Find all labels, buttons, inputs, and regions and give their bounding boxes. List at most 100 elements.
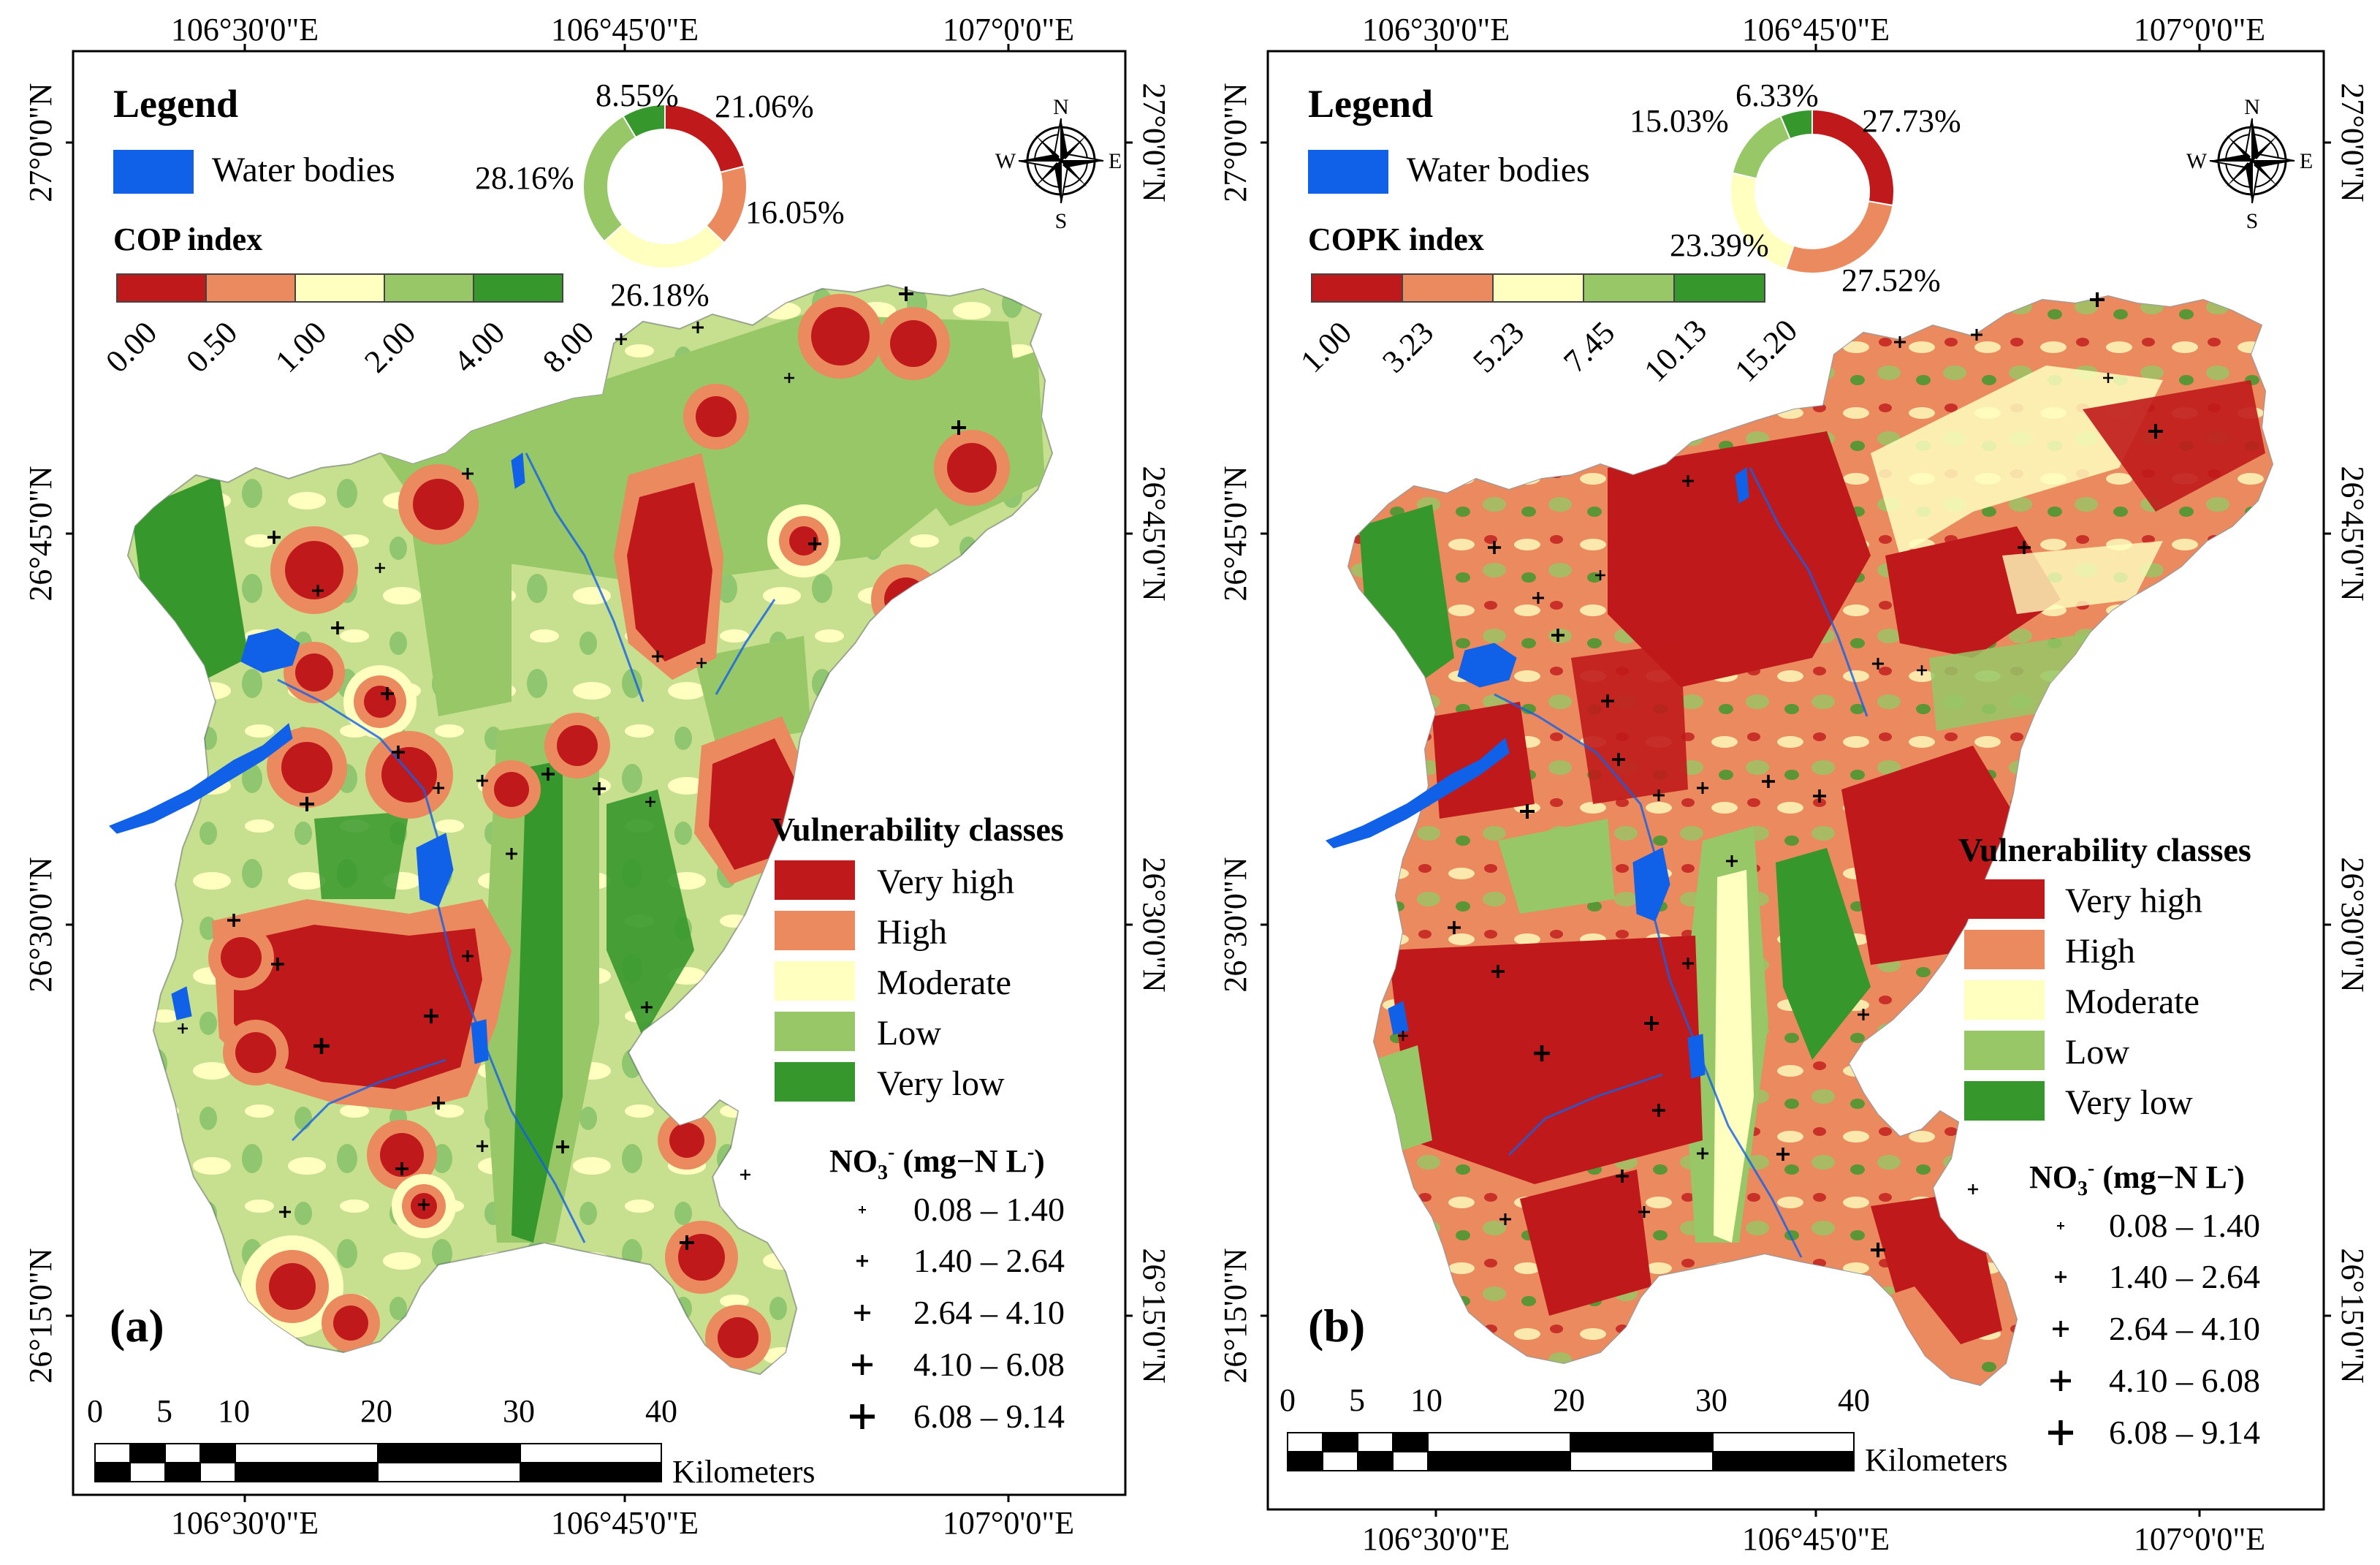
scale-label: 40 [645, 1393, 677, 1429]
lon-label-bottom: 106°30'0"E [171, 1505, 319, 1541]
coordinate-labels: 106°30'0"E 106°45'0"E 107°0'0"E 106°30'0… [23, 12, 1172, 1541]
vulnerability-legend: Vulnerability classes Very high High Mod… [1958, 831, 2251, 1122]
classes-title: Vulnerability classes [771, 811, 1064, 848]
colorbar-very-high [116, 273, 207, 303]
scale-label: 10 [218, 1393, 250, 1429]
scale-label: 0 [87, 1393, 103, 1429]
lat-label-right: 27°0'0"N [2335, 83, 2371, 202]
scale-label: 5 [156, 1393, 172, 1429]
class-label: High [877, 913, 947, 952]
class-label: High [2065, 932, 2135, 971]
donut-label-high: 16.05% [745, 194, 845, 230]
colorbar-high [1402, 273, 1494, 303]
lat-label-left: 26°15'0"N [23, 1248, 58, 1383]
donut-slice-very-low [1779, 108, 1813, 140]
lon-label-bottom: 106°30'0"E [1362, 1521, 1510, 1557]
scale-bar: 0 5 10 20 30 40 Kilometers [87, 1393, 815, 1490]
no3-title: NO3- (mg−N L-) [829, 1141, 1045, 1184]
compass-e: E [1109, 149, 1122, 173]
scale-label: 20 [1553, 1382, 1585, 1418]
class-swatch-moderate [1964, 980, 2045, 1020]
water-swatch [113, 150, 194, 194]
colorbar-very-low [1673, 273, 1765, 303]
lat-label-right: 26°45'0"N [2335, 466, 2371, 601]
no3-legend: NO3- (mg−N L-) 0.08 – 1.40 1.40 – 2.64 2… [2029, 1157, 2260, 1451]
lon-label-top: 106°45'0"E [551, 12, 699, 48]
no3-title: NO3- (mg−N L-) [2029, 1157, 2245, 1200]
class-swatch-high [1964, 930, 2045, 969]
vulnerability-legend: Vulnerability classes Very high High Mod… [771, 811, 1064, 1103]
lon-label-top: 106°45'0"E [1742, 12, 1890, 48]
frame-ticks [66, 44, 1133, 1502]
scale-label: 30 [503, 1393, 535, 1429]
class-swatch-low [775, 1012, 855, 1051]
class-label: Moderate [877, 963, 1011, 1002]
water-bodies [1326, 467, 1749, 1079]
class-swatch-low [1964, 1031, 2045, 1070]
water-swatch [1308, 150, 1388, 194]
donut-label-moderate: 23.39% [1670, 227, 1769, 263]
scale-label: 0 [1280, 1382, 1296, 1418]
donut-label-very-low: 8.55% [596, 77, 679, 113]
no3-range: 6.08 – 9.14 [2109, 1414, 2260, 1451]
lat-label-right: 26°30'0"N [1136, 857, 1172, 992]
scale-unit: Kilometers [1865, 1442, 2008, 1478]
no3-range: 2.64 – 4.10 [913, 1294, 1065, 1331]
lon-label-top: 106°30'0"E [171, 12, 319, 48]
scale-bar: 0 5 10 20 30 40 Kilometers [1280, 1382, 2008, 1478]
lon-label-bottom: 107°0'0"E [943, 1505, 1074, 1541]
colorbar-high [205, 273, 296, 303]
lon-label-bottom: 106°45'0"E [1742, 1521, 1890, 1557]
lat-label-right: 26°30'0"N [2335, 857, 2371, 992]
donut-slice-very-low [622, 103, 666, 139]
colorbar-low [384, 273, 474, 303]
no3-range: 0.08 – 1.40 [2109, 1207, 2260, 1244]
class-label: Very low [877, 1064, 1005, 1103]
lat-label-left: 26°15'0"N [1217, 1248, 1253, 1383]
no3-range: 6.08 – 9.14 [913, 1398, 1065, 1435]
donut-labels: 21.06% 16.05% 26.18% 28.16% 8.55% [475, 77, 845, 313]
sample-points [178, 287, 966, 1250]
class-label: Very low [2065, 1083, 2193, 1122]
no3-range: 4.10 – 6.08 [913, 1346, 1065, 1383]
compass-w: W [2186, 149, 2208, 173]
north-arrow-icon: N S E W [995, 95, 1122, 233]
compass-s: S [2246, 209, 2259, 233]
legend-title: Legend [1308, 82, 1433, 126]
class-swatch-very-high [1964, 879, 2045, 919]
class-label: Very high [877, 863, 1014, 901]
water-bodies [109, 452, 525, 1064]
lat-label-left: 26°30'0"N [1217, 857, 1253, 992]
scale-label: 30 [1695, 1382, 1727, 1418]
lon-label-bottom: 106°45'0"E [551, 1505, 699, 1541]
colorbar-very-low [473, 273, 563, 303]
map-body [109, 284, 1054, 1376]
compass-e: E [2300, 149, 2313, 173]
donut-label-low: 28.16% [475, 160, 574, 196]
scale-label: 20 [360, 1393, 392, 1429]
class-swatch-moderate [775, 961, 855, 1001]
colorbar-low [1583, 273, 1675, 303]
lat-label-right: 26°15'0"N [1136, 1248, 1172, 1383]
no3-range: 1.40 – 2.64 [913, 1242, 1065, 1279]
panel-b: 106°30'0"E 106°45'0"E 107°0'0"E 106°30'0… [1217, 12, 2371, 1557]
lon-label-bottom: 107°0'0"E [2134, 1521, 2265, 1557]
class-label: Moderate [2065, 982, 2200, 1021]
class-label: Low [2065, 1033, 2129, 1072]
lat-label-right: 26°45'0"N [1136, 466, 1172, 601]
lat-label-left: 27°0'0"N [23, 83, 58, 202]
classes-title: Vulnerability classes [1958, 831, 2251, 868]
scale-label: 5 [1349, 1382, 1365, 1418]
class-share-donut [582, 103, 748, 269]
panel-letter: (b) [1308, 1300, 1365, 1352]
water-label: Water bodies [1407, 151, 1590, 189]
index-title: COP index [113, 221, 262, 257]
class-label: Low [877, 1014, 941, 1053]
colorbar-very-high [1311, 273, 1403, 303]
lon-label-top: 107°0'0"E [2134, 12, 2265, 48]
class-swatch-very-high [775, 860, 855, 900]
map-body [1326, 292, 2274, 1387]
compass-s: S [1055, 209, 1068, 233]
colorbar-moderate [1492, 273, 1584, 303]
